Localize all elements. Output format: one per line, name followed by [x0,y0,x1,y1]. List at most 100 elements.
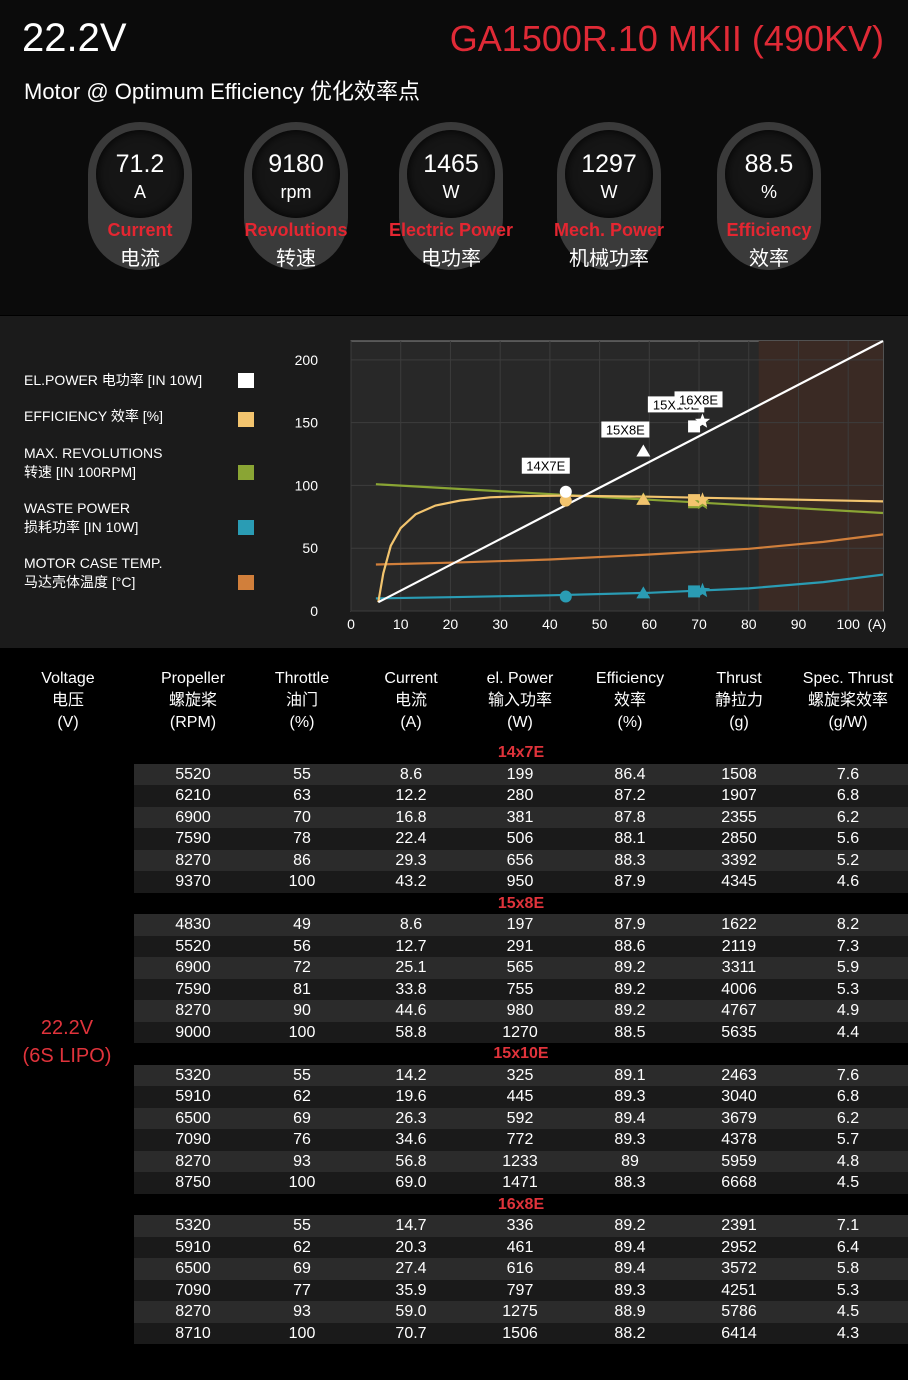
table-cell: 199 [506,765,534,783]
performance-chart: 0 10 20 30 40 50 60 70 80 90 100 (A) 0 50 100 150 200 14X… [295,340,886,632]
gauge-value: 88.5 [744,150,794,178]
gauge-unit: W [442,182,460,202]
table-cell: 12.7 [395,937,427,955]
gauge-value: 1297 [581,150,637,178]
column-header-line: 静拉力 [714,692,763,709]
table-cell: 88.3 [614,1174,646,1191]
table-cell: 56.8 [395,1152,427,1170]
table-cell: 93 [293,1152,311,1170]
gauge-label-en: Electric Power [388,220,514,240]
table-cell: 89.2 [614,980,646,998]
legend-revolutions: MAX. REVOLUTIONS 转速 [IN 100RPM] [24,444,162,482]
voltage-value: 22.2V [40,1017,94,1039]
table-cell: 5786 [721,1303,757,1320]
gauge-dial: 1465 W [407,130,495,218]
table-cell: 7090 [175,1281,211,1299]
table-cell: 8270 [175,1303,211,1320]
table-cell: 77 [293,1281,311,1299]
column-header: Spec. Thrust 螺旋桨效率 (g/W) [788,668,908,734]
table-cell: 6.8 [836,787,860,804]
column-header-line: Voltage [41,670,95,687]
table-cell: 8270 [175,1002,211,1019]
table-cell: 16.8 [395,808,427,826]
table-cell: 506 [506,830,534,847]
table-cell: 35.9 [395,1281,427,1299]
table-cell: 1471 [502,1174,538,1191]
table-cell: 43.2 [395,873,427,890]
table-cell: 8.6 [399,916,423,933]
table-cell: 72 [293,959,311,976]
table-cell: 90 [293,1002,311,1019]
table-cell: 3311 [721,959,757,976]
table-cell: 100 [288,1174,316,1191]
table-cell: 2952 [721,1238,757,1256]
gauge-label-cn: 机械功率 [569,246,649,270]
marker-waste-power [694,582,711,598]
voltage-cell: 22.2V (6S LIPO) [0,742,134,1380]
table-cell: 6500 [175,1260,211,1277]
table-cell: 87.8 [614,808,646,826]
table-cell: 7.1 [836,1217,860,1234]
chart-section: EL.POWER 电功率 [IN 10W] EFFICIENCY 效率 [%] … [0,316,908,648]
table-cell: 6900 [175,808,211,826]
annotation-box [601,421,650,438]
table-cell: 69.0 [395,1174,427,1191]
table-cell: 44.6 [395,1002,427,1019]
table-cell: 63 [293,787,311,804]
table-cell: 1270 [502,1023,538,1041]
table-cell: 797 [506,1281,534,1299]
annotation-box [674,391,723,408]
table-row: 7590 78 22.4 506 88.1 2850 5.6 [134,828,908,850]
table-cell: 4.3 [836,1324,860,1342]
table-cell: 1622 [721,916,757,933]
table-cell: 291 [506,937,534,955]
group-header: 15x10E [134,1043,908,1065]
voltage-label: 22.2V (6S LIPO) [0,1014,134,1070]
column-header-line: (g/W) [828,714,868,731]
table-cell: 12.2 [395,787,427,804]
annotation-label: 15X8E [606,423,645,438]
table-row: 5520 55 8.6 199 86.4 1508 7.6 [134,763,908,785]
table-cell: 81 [293,980,311,998]
column-header: el. Power 输入功率 (W) [460,668,580,734]
table-cell: 34.6 [395,1131,427,1148]
table-row: 8270 93 56.8 1233 89 5959 4.8 [134,1150,908,1172]
gauge-label-cn: 电功率 [421,246,481,270]
table-cell: 6.8 [836,1088,860,1105]
table-cell: 445 [506,1088,534,1105]
legend-swatch-revolutions [238,465,254,480]
table-cell: 86.4 [614,765,646,783]
table-cell: 19.6 [395,1088,427,1105]
table-cell: 55 [293,765,311,783]
table-cell: 33.8 [395,980,427,998]
marker-el-power [636,444,651,457]
gauge-mech-power: 1297 W Mech. Power 机械功率 [554,122,664,270]
table-cell: 56 [293,937,311,955]
gauge-unit: rpm [280,182,312,202]
table-cell: 4767 [721,1002,757,1019]
legend-waste-power: WASTE POWER 损耗功率 [IN 10W] [24,499,138,537]
table-cell: 4.6 [836,873,860,890]
marker-el-power [688,420,701,433]
table-cell: 89.3 [614,1281,646,1299]
table-cell: 3040 [721,1088,757,1105]
legend-swatch-waste-power [238,520,254,535]
table-cell: 26.3 [395,1109,427,1127]
table-cell: 6.2 [836,1109,860,1127]
column-header-line: 电流 [394,692,427,709]
legend-label: EFFICIENCY 效率 [%] [24,408,163,424]
gauge-dial: 9180 rpm [252,130,340,218]
table-cell: 88.1 [614,830,646,847]
table-cell: 7.6 [836,765,860,783]
table-cell: 5520 [175,765,211,783]
table-cell: 2463 [721,1066,757,1084]
table-cell: 100 [288,873,316,890]
column-header-line: Spec. Thrust [802,670,894,687]
column-header: Throttle 油门 (%) [242,668,362,734]
table-cell: 592 [506,1109,534,1127]
table-cell: 87.2 [614,787,646,804]
table-cell: 8270 [175,1152,211,1170]
table-row: 6900 72 25.1 565 89.2 3311 5.9 [134,957,908,979]
table-cell: 20.3 [395,1238,427,1256]
gauge-value: 9180 [268,150,324,178]
